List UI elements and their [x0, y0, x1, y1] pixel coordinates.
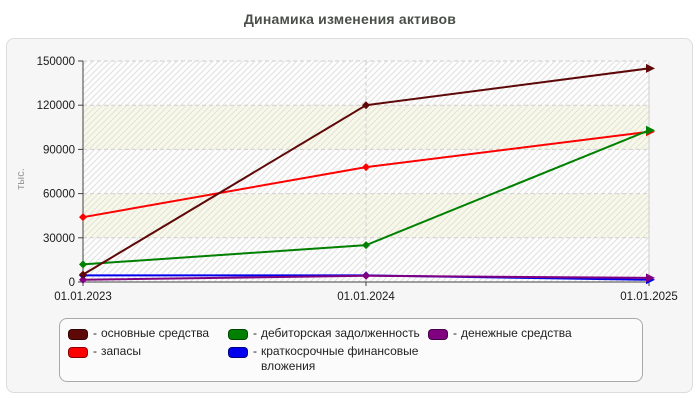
svg-text:01.01.2023: 01.01.2023: [54, 291, 112, 303]
legend-swatch-receivables: [228, 329, 248, 340]
legend-column-1: - основные средства - запасы: [68, 326, 228, 377]
data-point-marker: [79, 260, 87, 269]
series-end-arrow: [646, 125, 655, 135]
legend-swatch-cash: [428, 329, 448, 340]
legend-label-inventory: запасы: [101, 344, 141, 358]
chart-title: Динамика изменения активов: [243, 11, 457, 27]
svg-text:120000: 120000: [37, 100, 75, 112]
data-point-marker: [362, 163, 370, 172]
legend-separator: -: [253, 326, 257, 340]
legend-swatch-short-term-investments: [228, 347, 248, 358]
svg-text:30000: 30000: [43, 233, 75, 245]
legend-item-fixed-assets: - основные средства: [68, 326, 228, 341]
legend-column-2: - дебиторская задолженность - краткосроч…: [228, 326, 428, 377]
legend-swatch-fixed-assets: [68, 329, 88, 340]
chart-plot-area: 0 30000 60000 90000 120000 150000 01.01.2023 01…: [15, 56, 678, 303]
svg-text:01.01.2025: 01.01.2025: [620, 291, 678, 303]
legend-label-short-term-investments: краткосрочные финансовые вложения: [261, 344, 419, 373]
legend-label-fixed-assets: основные средства: [101, 326, 210, 340]
svg-text:150000: 150000: [37, 56, 75, 68]
legend-swatch-inventory: [68, 347, 88, 358]
legend-item-receivables: - дебиторская задолженность: [228, 326, 428, 341]
svg-text:0: 0: [69, 277, 75, 289]
legend-separator: -: [453, 326, 457, 340]
legend-separator: -: [253, 344, 257, 358]
axes: [78, 60, 650, 286]
legend-separator: -: [93, 344, 97, 358]
series-2: [79, 125, 655, 269]
series-end-arrow: [646, 273, 655, 283]
data-point-marker: [362, 271, 370, 280]
legend-item-short-term-investments: - краткосрочные финансовые вложения: [228, 344, 428, 374]
data-point-marker: [79, 275, 87, 284]
axis-labels: 0 30000 60000 90000 120000 150000 01.01.2023 01…: [15, 56, 678, 303]
svg-text:60000: 60000: [43, 189, 75, 201]
data-point-marker: [362, 101, 370, 110]
legend-label-receivables: дебиторская задолженность: [261, 326, 420, 340]
legend-column-3: - денежные средства: [428, 326, 634, 377]
chart-panel: 0 30000 60000 90000 120000 150000 01.01.2023 01…: [6, 38, 693, 393]
svg-text:01.01.2024: 01.01.2024: [337, 291, 395, 303]
legend-item-inventory: - запасы: [68, 344, 228, 359]
series-end-arrow: [646, 63, 655, 73]
data-point-marker: [79, 213, 87, 222]
data-point-marker: [79, 270, 87, 279]
legend-box: - основные средства - запасы - дебиторск…: [59, 318, 643, 382]
legend-item-cash: - денежные средства: [428, 326, 634, 341]
series-4: [79, 271, 655, 284]
series-0: [79, 63, 655, 279]
y-axis-unit-label: тыс.: [15, 168, 27, 190]
data-point-marker: [362, 241, 370, 250]
svg-text:90000: 90000: [43, 144, 75, 156]
legend-label-cash: денежные средства: [461, 326, 572, 340]
legend-separator: -: [93, 326, 97, 340]
